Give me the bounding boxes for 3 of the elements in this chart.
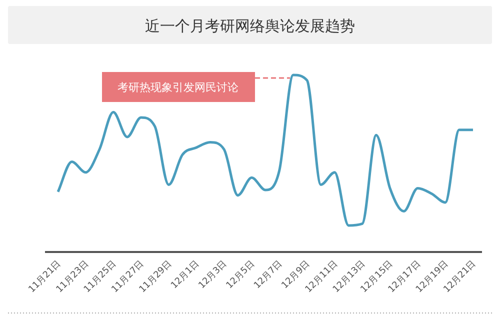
annotation: 考研热现象引发网民讨论 [118, 81, 238, 94]
annotation: 考研热现象引发网民讨论 [102, 72, 290, 102]
chart-title: 近一个月考研网络舆论发展趋势 [145, 17, 355, 35]
